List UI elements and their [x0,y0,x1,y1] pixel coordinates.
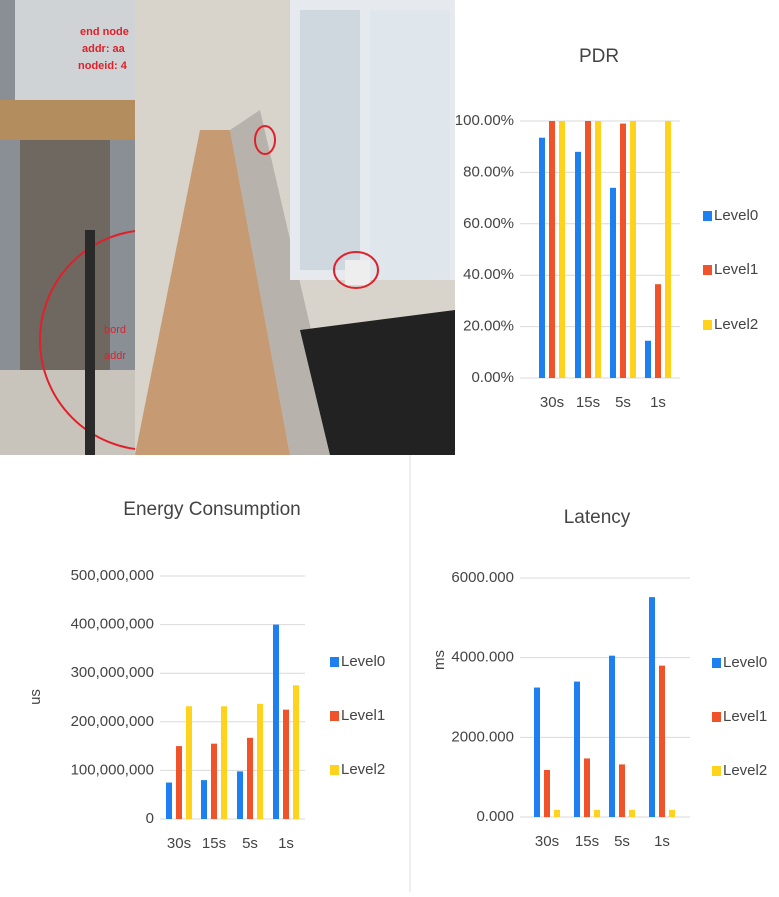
bar [283,709,289,819]
bar [655,284,661,378]
legend-swatch [712,658,721,668]
legend-label: Level1 [341,707,385,724]
y-tick-label: 0 [146,810,154,827]
y-axis-label: ms [431,650,448,670]
bar [176,746,182,819]
legend-swatch [712,766,721,776]
y-tick-label: 80.00% [463,163,514,180]
legend-swatch [703,211,712,221]
x-tick-label: 15s [202,835,226,852]
bar [201,780,207,819]
y-tick-label: 300,000,000 [71,664,154,681]
x-tick-label: 5s [615,394,631,411]
bar [584,758,590,817]
photo-office [0,0,261,455]
bar [620,123,626,378]
bar [609,655,615,817]
legend-label: Level0 [714,207,758,224]
bar [549,121,555,378]
legend-swatch [703,265,712,275]
bar [629,809,635,817]
photo-corridor [135,0,455,455]
bar [247,737,253,819]
legend-label: Level1 [714,261,758,278]
legend-swatch [330,657,339,667]
y-tick-label: 6000.000 [451,569,514,586]
x-tick-label: 30s [535,833,559,850]
legend-swatch [703,320,712,330]
x-tick-label: 1s [650,394,666,411]
y-tick-label: 0.00% [471,369,514,386]
x-tick-label: 5s [614,833,630,850]
y-tick-label: 20.00% [463,318,514,335]
y-tick-label: 500,000,000 [71,567,154,584]
x-tick-label: 30s [540,394,564,411]
bar [166,782,172,819]
bar [645,340,651,378]
bar [257,703,263,819]
photo-label: bord [104,324,126,336]
bar [539,137,545,378]
x-tick-label: 5s [242,835,258,852]
bar [630,121,636,378]
bar [594,809,600,817]
bar [619,764,625,817]
bar [221,706,227,819]
legend-label: Level2 [714,316,758,333]
bar [649,597,655,817]
bar [544,769,550,817]
bar [610,187,616,378]
y-tick-label: 100.00% [455,112,514,129]
legend-label: Level2 [341,761,385,778]
chart-title: Latency [564,507,631,528]
bar [669,809,675,817]
bar [665,121,671,378]
x-tick-label: 1s [278,835,294,852]
bar [534,687,540,817]
photo-label: addr [104,350,126,362]
bar [559,121,565,378]
y-tick-label: 2000.000 [451,728,514,745]
legend-swatch [330,765,339,775]
x-tick-label: 30s [167,835,191,852]
bar [237,771,243,819]
legend-label: Level2 [723,762,767,779]
bar [574,681,580,817]
x-tick-label: 15s [576,394,600,411]
y-tick-label: 400,000,000 [71,616,154,633]
bar [273,624,279,819]
bar [211,743,217,819]
bar [554,809,560,817]
legend-label: Level0 [341,653,385,670]
bar [585,121,591,378]
legend-label: Level0 [723,654,767,671]
bar [659,665,665,817]
photo-label: end node [80,26,129,38]
chart-title: PDR [579,46,619,67]
bar [575,151,581,378]
y-tick-label: 200,000,000 [71,713,154,730]
y-tick-label: 0.000 [476,808,514,825]
photo-label: nodeid: 4 [78,60,128,72]
y-axis-label: us [27,689,44,705]
chart-title: Energy Consumption [123,499,300,520]
x-tick-label: 1s [654,833,670,850]
x-tick-label: 15s [575,833,599,850]
bar [186,706,192,819]
y-tick-label: 4000.000 [451,649,514,666]
legend-swatch [712,712,721,722]
y-tick-label: 100,000,000 [71,761,154,778]
bar [595,121,601,378]
legend-swatch [330,711,339,721]
bar [293,685,299,819]
y-tick-label: 40.00% [463,266,514,283]
photo-label: addr: aa [82,43,126,55]
y-tick-label: 60.00% [463,215,514,232]
legend-label: Level1 [723,708,767,725]
